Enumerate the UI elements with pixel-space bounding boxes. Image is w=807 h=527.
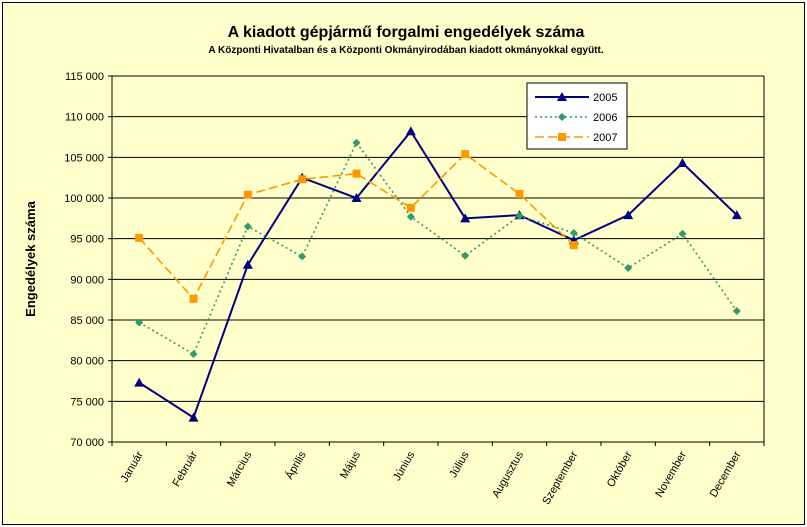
data-point-2007 — [298, 175, 307, 184]
x-tick-label: Június — [391, 449, 418, 483]
data-point-2007 — [189, 294, 198, 303]
grid — [112, 75, 764, 443]
data-point-2007 — [569, 241, 578, 250]
legend-box — [526, 82, 628, 150]
x-tick-label: November — [653, 449, 689, 499]
x-tick-label: Augusztus — [490, 449, 526, 500]
x-tick-label: Február — [170, 449, 200, 489]
series-2006 — [135, 138, 741, 359]
x-tick-label: Október — [605, 449, 635, 489]
data-point-2005 — [242, 259, 253, 269]
data-point-2007 — [461, 150, 470, 159]
data-point-2005 — [623, 210, 634, 220]
data-point-2006 — [569, 228, 578, 237]
legend-marker-2006 — [558, 113, 566, 121]
data-point-2007 — [406, 203, 415, 212]
data-point-2005 — [134, 377, 145, 387]
legend-marker-2007 — [558, 133, 566, 141]
legend-label-2005: 2005 — [593, 92, 617, 104]
y-tick-label: 80 000 — [70, 356, 104, 368]
y-tick-label: 90 000 — [70, 274, 104, 286]
series-2007 — [135, 150, 578, 303]
y-tick-label: 100 000 — [64, 193, 104, 205]
data-point-2006 — [352, 138, 361, 147]
data-point-2006 — [189, 350, 198, 359]
chart-subtitle: A Központi Hivatalban és a Központi Okmá… — [208, 45, 603, 56]
data-point-2005 — [677, 158, 688, 168]
y-tick-label: 75 000 — [70, 396, 104, 408]
series-layer — [134, 126, 742, 422]
x-tick-label: Március — [225, 449, 255, 489]
data-point-2005 — [405, 126, 416, 136]
y-tick-label: 95 000 — [70, 234, 104, 246]
x-tick-label: Május — [338, 449, 363, 481]
legend-label-2006: 2006 — [593, 112, 617, 124]
data-point-2006 — [461, 251, 470, 260]
series-line-2007 — [138, 153, 575, 301]
data-point-2006 — [243, 222, 252, 231]
data-point-2005 — [188, 412, 199, 422]
y-tick-label: 70 000 — [70, 437, 104, 449]
data-point-2006 — [515, 211, 524, 220]
x-tick-label: December — [708, 449, 744, 499]
legend-label-2007: 2007 — [593, 132, 617, 144]
x-tick-label: Szeptember — [540, 449, 580, 507]
data-point-2006 — [298, 252, 307, 261]
data-point-2005 — [460, 213, 471, 223]
series-line-2006 — [138, 141, 738, 356]
data-point-2005 — [351, 193, 362, 202]
data-point-2007 — [352, 169, 361, 178]
y-axis-label: Engedélyek száma — [23, 200, 38, 316]
data-point-2006 — [732, 307, 741, 316]
data-point-2006 — [135, 318, 144, 327]
x-tick-label: Július — [447, 449, 472, 480]
x-tick-label: Január — [119, 449, 146, 484]
plot-area — [112, 76, 764, 442]
data-point-2007 — [243, 190, 252, 199]
y-tick-label: 115 000 — [65, 71, 104, 83]
data-point-2005 — [731, 210, 742, 220]
y-tick-label: 105 000 — [64, 152, 104, 164]
legend-marker-2005 — [557, 92, 567, 101]
x-tick-label: Április — [283, 449, 309, 482]
data-point-2006 — [678, 229, 687, 238]
data-point-2007 — [515, 189, 524, 198]
chart-title: A kiadott gépjármű forgalmi engedélyek s… — [228, 24, 585, 41]
legend: 2005 2006 2007 — [526, 82, 628, 150]
series-line-2005 — [138, 129, 738, 420]
data-point-2006 — [406, 212, 415, 221]
data-point-2006 — [624, 263, 633, 272]
y-axis-ticks: 70 000 75 000 80 000 85 000 90 000 95 000 100 … — [64, 71, 112, 449]
x-axis-ticks: Január Február Március Április Május Június Jú… — [111, 442, 765, 507]
y-tick-label: 85 000 — [70, 315, 104, 327]
chart: A kiadott gépjármű forgalmi engedélyek s… — [23, 24, 765, 507]
data-point-2007 — [135, 233, 144, 242]
y-tick-label: 110 000 — [65, 112, 104, 124]
